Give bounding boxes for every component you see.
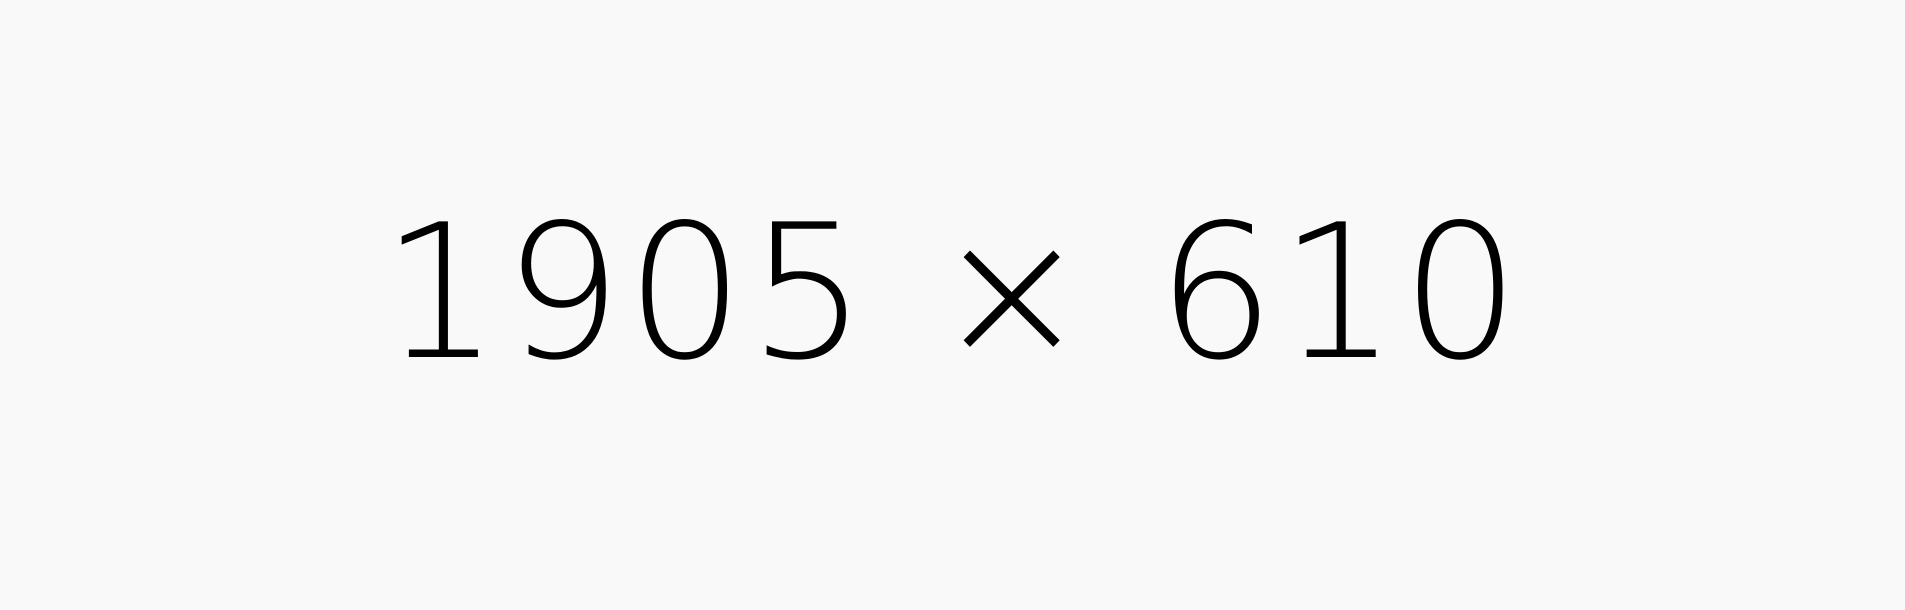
dimensions-label: 1905 × 610 bbox=[381, 184, 1524, 401]
